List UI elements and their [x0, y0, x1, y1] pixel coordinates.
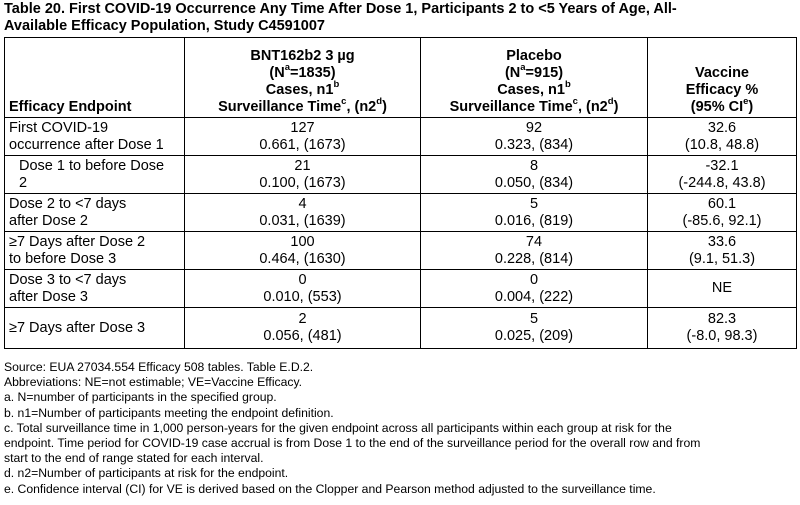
vaccine-efficacy-cell: 32.6 (10.8, 48.8): [647, 117, 797, 156]
table-row: Dose 1 to before Dose 2 21 0.100, (1673) 8…: [4, 155, 797, 194]
footnote-c: c. Total surveillance time in 1,000 pers…: [4, 420, 672, 435]
vaccine-efficacy-cell: -32.1 (-244.8, 43.8): [647, 155, 797, 194]
footnote-abbreviations: Abbreviations: NE=not estimable; VE=Vacc…: [4, 375, 303, 390]
vaccine-efficacy-cell: NE: [647, 269, 797, 308]
placebo-cell: 5 0.016, (819): [420, 193, 648, 232]
endpoint-cell: ≥7 Days after Dose 3: [4, 307, 185, 349]
footnotes: Source: EUA 27034.554 Efficacy 508 table…: [4, 360, 800, 497]
endpoint-cell: Dose 3 to <7 days after Dose 3: [4, 269, 185, 308]
footnote-b: b. n1=Number of participants meeting the…: [4, 405, 334, 420]
placebo-cell: 8 0.050, (834): [420, 155, 648, 194]
table-title-line-1: Table 20. First COVID-19 Occurrence Any …: [4, 1, 677, 17]
table-row: ≥7 Days after Dose 3 2 0.056, (481) 5 0.02…: [4, 307, 797, 349]
vaccine-efficacy-cell: 82.3 (-8.0, 98.3): [647, 307, 797, 349]
bnt162b2-cell: 0 0.010, (553): [184, 269, 421, 308]
table-row: ≥7 Days after Dose 2 to before Dose 3 100…: [4, 231, 797, 270]
bnt162b2-cell: 100 0.464, (1630): [184, 231, 421, 270]
table-title-line-2: Available Efficacy Population, Study C45…: [4, 18, 325, 34]
table-row: First COVID-19 occurrence after Dose 1 12…: [4, 117, 797, 156]
vaccine-efficacy-cell: 60.1 (-85.6, 92.1): [647, 193, 797, 232]
header-bnt162b2: BNT162b2 3 µg (Na=1835) Cases, n1b Surve…: [184, 37, 421, 118]
bnt162b2-cell: 21 0.100, (1673): [184, 155, 421, 194]
table-title: Table 20. First COVID-19 Occurrence Any …: [4, 1, 796, 35]
table-row: Dose 3 to <7 days after Dose 3 0 0.010, (5…: [4, 269, 797, 308]
efficacy-table: Efficacy Endpoint BNT162b2 3 µg (Na=1835…: [4, 37, 797, 349]
placebo-cell: 0 0.004, (222): [420, 269, 648, 308]
header-efficacy-endpoint: Efficacy Endpoint: [4, 37, 185, 118]
header-row: Efficacy Endpoint BNT162b2 3 µg (Na=1835…: [4, 37, 797, 118]
bnt162b2-cell: 4 0.031, (1639): [184, 193, 421, 232]
footnote-a: a. N=number of participants in the speci…: [4, 390, 277, 405]
footnote-c-cont: start to the end of range stated for eac…: [4, 451, 264, 466]
vaccine-efficacy-cell: 33.6 (9.1, 51.3): [647, 231, 797, 270]
table-row: Dose 2 to <7 days after Dose 2 4 0.031, (1…: [4, 193, 797, 232]
footnote-d: d. n2=Number of participants at risk for…: [4, 466, 289, 481]
bnt162b2-cell: 127 0.661, (1673): [184, 117, 421, 156]
footnote-e: e. Confidence interval (CI) for VE is de…: [4, 481, 656, 496]
footnote-c-cont: endpoint. Time period for COVID-19 case …: [4, 436, 701, 451]
header-vaccine-efficacy: Vaccine Efficacy % (95% CIe): [647, 37, 797, 118]
header-placebo: Placebo (Na=915) Cases, n1b Surveillance…: [420, 37, 648, 118]
endpoint-cell: Dose 2 to <7 days after Dose 2: [4, 193, 185, 232]
endpoint-cell: Dose 1 to before Dose 2: [4, 155, 185, 194]
bnt162b2-cell: 2 0.056, (481): [184, 307, 421, 349]
endpoint-cell: First COVID-19 occurrence after Dose 1: [4, 117, 185, 156]
placebo-cell: 74 0.228, (814): [420, 231, 648, 270]
footnote-source: Source: EUA 27034.554 Efficacy 508 table…: [4, 360, 314, 374]
placebo-cell: 5 0.025, (209): [420, 307, 648, 349]
endpoint-cell: ≥7 Days after Dose 2 to before Dose 3: [4, 231, 185, 270]
placebo-cell: 92 0.323, (834): [420, 117, 648, 156]
